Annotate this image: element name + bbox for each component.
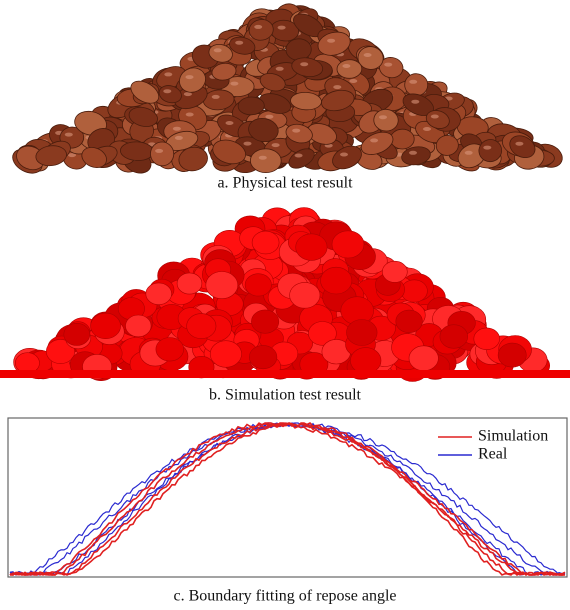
particle [382,261,407,282]
highlight [364,53,372,57]
highlight [155,149,163,153]
highlight [254,25,262,29]
particle [64,323,90,345]
highlight [342,64,350,68]
particle [401,280,427,302]
particle [350,348,381,374]
particle [474,328,500,350]
highlight [230,82,238,86]
highlight [431,115,439,119]
highlight [173,127,181,131]
caption: b. Simulation test result [209,387,362,404]
simulation-pile-image [0,208,570,382]
legend-label: Simulation [478,428,548,445]
jujube [250,149,281,173]
figure: a. Physical test result b. Simulation te… [0,0,570,610]
highlight [300,62,308,66]
highlight [465,151,473,155]
highlight [276,67,284,71]
particle [296,234,327,261]
highlight [423,127,431,131]
particle [498,343,526,367]
physical-pile-image [8,0,565,178]
jujube [337,59,362,78]
highlight [327,39,335,43]
particle [409,346,438,371]
particle [210,341,241,368]
highlight [259,156,267,160]
particle [252,231,279,254]
highlight [409,80,417,84]
highlight [214,48,222,52]
particle [347,320,378,346]
highlight [163,89,171,93]
particle [290,282,320,308]
particle [332,231,364,258]
highlight [333,85,341,89]
highlight [265,115,273,119]
highlight [244,142,252,146]
particle [440,325,468,349]
highlight [226,121,234,125]
caption: a. Physical test result [217,175,353,192]
highlight [483,146,491,150]
particle [146,283,172,305]
highlight [164,72,172,76]
particle [126,315,152,337]
highlight [349,79,357,83]
highlight [340,153,348,157]
highlight [409,151,417,155]
caption: c. Boundary fitting of repose angle [173,588,396,605]
particle [177,273,202,294]
highlight [384,63,392,67]
particle [321,267,352,294]
highlight [278,26,286,30]
particle [187,314,216,339]
particle [245,274,271,296]
particle [396,310,423,333]
legend-label: Real [478,446,508,463]
highlight [272,143,280,147]
highlight [175,136,183,140]
particle [91,313,121,339]
particle [206,272,238,299]
highlight [379,115,387,119]
particle [251,310,278,333]
highlight [186,75,194,79]
highlight [292,129,300,133]
highlight [295,154,303,158]
highlight [212,95,220,99]
particle [249,345,277,368]
highlight [515,142,523,146]
particle [156,338,184,362]
highlight [411,100,419,104]
ground [0,370,570,378]
highlight [65,133,73,137]
highlight [370,138,378,142]
highlight [235,41,243,45]
highlight [186,113,194,117]
